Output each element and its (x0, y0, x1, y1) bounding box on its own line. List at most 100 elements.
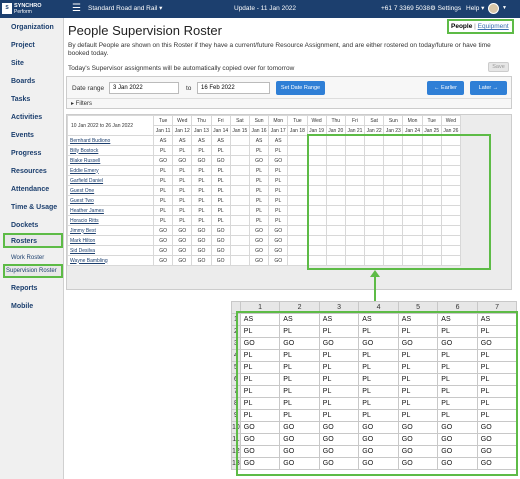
roster-cell[interactable] (383, 255, 404, 266)
later-button[interactable]: Later → (470, 81, 507, 95)
roster-cell[interactable] (229, 225, 250, 236)
roster-cell[interactable]: PL (172, 195, 193, 206)
roster-cell[interactable]: GO (268, 225, 289, 236)
roster-cell[interactable]: PL (248, 185, 270, 196)
roster-cell[interactable] (287, 245, 308, 256)
sidebar-subitem-supervision-roster[interactable]: Supervision Roster (6, 268, 57, 274)
roster-cell[interactable]: GO (248, 255, 270, 266)
roster-cell[interactable]: GO (152, 235, 174, 246)
roster-cell[interactable]: PL (210, 185, 231, 196)
roster-cell[interactable]: PL (191, 205, 212, 216)
roster-cell[interactable]: PL (191, 195, 212, 206)
roster-cell[interactable]: PL (152, 145, 174, 156)
roster-cell[interactable]: GO (152, 245, 174, 256)
set-date-range-button[interactable]: Set Date Range (276, 81, 325, 95)
sidebar-item-activities[interactable]: Activities (11, 114, 43, 121)
roster-cell[interactable] (440, 255, 462, 266)
roster-cell[interactable]: GO (172, 255, 193, 266)
roster-cell[interactable]: GO (152, 155, 174, 166)
roster-cell[interactable] (344, 255, 366, 266)
person-name-link[interactable]: Eddie Emery (67, 165, 154, 176)
roster-cell[interactable]: GO (210, 235, 231, 246)
roster-cell[interactable]: PL (152, 215, 174, 226)
roster-cell[interactable]: GO (152, 255, 174, 266)
roster-cell[interactable]: GO (172, 245, 193, 256)
grid-cell[interactable]: GO (476, 457, 518, 470)
roster-cell[interactable] (229, 245, 250, 256)
roster-cell[interactable]: PL (152, 165, 174, 176)
roster-cell[interactable]: AS (191, 135, 212, 146)
roster-cell[interactable]: GO (268, 155, 289, 166)
roster-cell[interactable]: GO (248, 245, 270, 256)
person-name-link[interactable]: Garfield Daniel (67, 175, 154, 186)
roster-cell[interactable]: AS (210, 135, 231, 146)
roster-cell[interactable]: GO (191, 235, 212, 246)
roster-cell[interactable]: GO (268, 245, 289, 256)
roster-cell[interactable] (229, 255, 250, 266)
roster-cell[interactable] (287, 175, 308, 186)
person-name-link[interactable]: Bernhard Budiono (67, 135, 154, 146)
sidebar-item-mobile[interactable]: Mobile (11, 303, 34, 310)
column-header[interactable]: 6 (437, 301, 478, 314)
column-header[interactable]: 2 (279, 301, 320, 314)
person-name-link[interactable]: Wayne Bambling (67, 255, 154, 266)
roster-cell[interactable] (229, 215, 250, 226)
roster-cell[interactable]: PL (191, 175, 212, 186)
company-selector[interactable]: Standard Road and Rail ▾ (88, 5, 163, 12)
sidebar-subitem-work-roster[interactable]: Work Roster (11, 255, 45, 261)
sidebar-item-events[interactable]: Events (11, 132, 34, 139)
sidebar-item-time-usage[interactable]: Time & Usage (11, 204, 58, 211)
sidebar-item-reports[interactable]: Reports (11, 285, 38, 292)
roster-cell[interactable] (229, 135, 250, 146)
roster-cell[interactable]: AS (268, 135, 289, 146)
column-header[interactable]: 3 (318, 301, 360, 314)
roster-cell[interactable]: PL (248, 175, 270, 186)
sidebar-item-boards[interactable]: Boards (11, 78, 36, 85)
roster-cell[interactable]: AS (248, 135, 270, 146)
roster-cell[interactable]: PL (268, 215, 289, 226)
roster-cell[interactable] (287, 235, 308, 246)
roster-cell[interactable]: PL (172, 185, 193, 196)
person-name-link[interactable]: Mark Hilton (67, 235, 154, 246)
person-name-link[interactable]: Guest One (67, 185, 154, 196)
roster-cell[interactable]: GO (172, 225, 193, 236)
roster-cell[interactable]: GO (172, 235, 193, 246)
roster-cell[interactable]: PL (268, 205, 289, 216)
roster-cell[interactable]: PL (191, 145, 212, 156)
roster-cell[interactable] (364, 255, 385, 266)
roster-cell[interactable] (287, 155, 308, 166)
roster-cell[interactable] (325, 255, 346, 266)
roster-cell[interactable]: PL (248, 205, 270, 216)
roster-cell[interactable]: GO (268, 235, 289, 246)
roster-cell[interactable]: GO (152, 225, 174, 236)
roster-cell[interactable]: PL (210, 165, 231, 176)
roster-cell[interactable]: GO (191, 245, 212, 256)
settings-menu[interactable]: ⚙ Settings (430, 5, 462, 12)
roster-cell[interactable] (229, 205, 250, 216)
person-name-link[interactable]: Sid Desilva (67, 245, 154, 256)
roster-cell[interactable]: PL (152, 205, 174, 216)
roster-cell[interactable] (421, 255, 442, 266)
roster-cell[interactable] (287, 185, 308, 196)
person-name-link[interactable]: Billy Bostock (67, 145, 154, 156)
sidebar-item-attendance[interactable]: Attendance (11, 186, 50, 193)
sidebar-item-organization[interactable]: Organization (11, 24, 54, 31)
roster-cell[interactable] (287, 225, 308, 236)
person-name-link[interactable]: Guest Two (67, 195, 154, 206)
roster-cell[interactable]: PL (210, 175, 231, 186)
sidebar-item-site[interactable]: Site (11, 60, 24, 67)
roster-cell[interactable] (287, 215, 308, 226)
help-menu[interactable]: Help ▾ (466, 5, 485, 12)
sidebar-item-progress[interactable]: Progress (11, 150, 42, 157)
roster-cell[interactable]: PL (152, 185, 174, 196)
person-name-link[interactable]: Blake Russell (67, 155, 154, 166)
roster-cell[interactable]: GO (210, 225, 231, 236)
date-from-input[interactable]: 3 Jan 2022 (109, 82, 179, 94)
roster-cell[interactable]: GO (210, 255, 231, 266)
person-name-link[interactable]: Heather James (67, 205, 154, 216)
roster-cell[interactable]: PL (248, 165, 270, 176)
roster-cell[interactable] (287, 145, 308, 156)
people-view-link[interactable]: People (451, 23, 473, 30)
roster-cell[interactable]: GO (268, 255, 289, 266)
date-to-input[interactable]: 16 Feb 2022 (197, 82, 270, 94)
